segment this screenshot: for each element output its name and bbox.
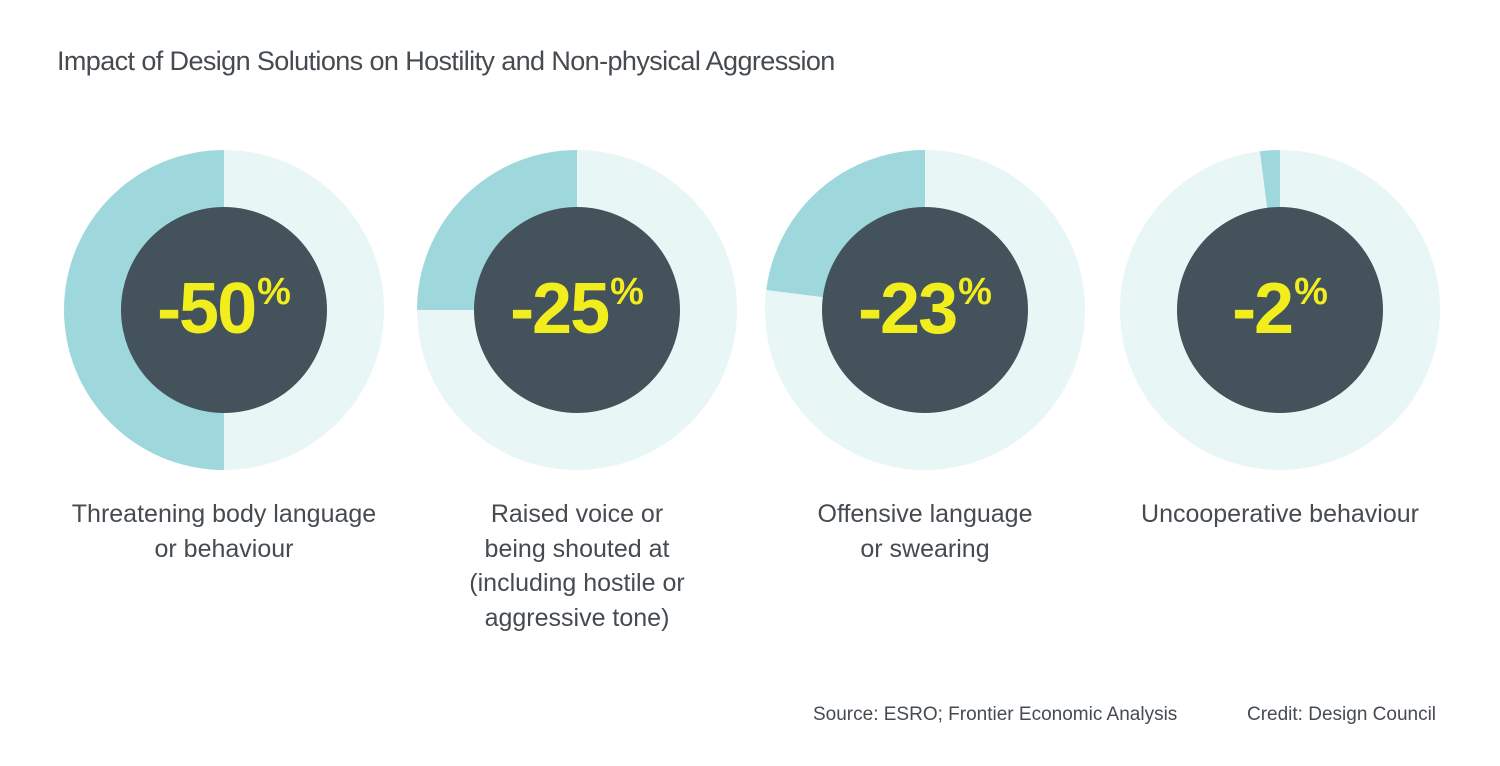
donut-value: -25% <box>510 269 644 349</box>
donut-center <box>121 207 327 413</box>
donut-2: -25% <box>417 150 737 470</box>
donut-label-4: Uncooperative behaviour <box>1110 497 1450 532</box>
credit-note: Credit: Design Council <box>1247 704 1437 725</box>
donut-value: -50% <box>157 269 291 349</box>
donut-label-line: Threatening body language <box>71 500 377 528</box>
chart-title: Impact of Design Solutions on Hostility … <box>57 46 835 76</box>
donut-4: -2% <box>1120 150 1440 470</box>
donut-value: -23% <box>858 269 992 349</box>
donut-label-3: Offensive language or swearing <box>755 497 1095 566</box>
donut-label-line: aggressive tone) <box>484 603 670 632</box>
donut-3: -23% <box>765 150 1085 470</box>
donut-label-line: being shouted at <box>484 534 670 563</box>
donut-center <box>1177 207 1383 413</box>
donut-charts: -50% -25% -23% -2% <box>64 150 1440 470</box>
donut-label-line: (including hostile or <box>469 569 685 597</box>
source-note: Source: ESRO; Frontier Economic Analysis <box>813 704 1178 725</box>
donut-value: -2% <box>1232 269 1328 349</box>
donut-label-line: Raised voice or <box>490 500 664 528</box>
donut-label-line: or behaviour <box>154 534 294 563</box>
donut-label-2: Raised voice or being shouted at (includin… <box>407 497 747 635</box>
donut-1: -50% <box>64 150 384 470</box>
donut-label-line: Uncooperative behaviour <box>1141 500 1419 528</box>
donut-center <box>474 207 680 413</box>
donut-label-1: Threatening body language or behaviour <box>54 497 394 566</box>
donut-label-line: or swearing <box>860 534 990 563</box>
donut-label-line: Offensive language <box>817 500 1033 528</box>
donut-center <box>822 207 1028 413</box>
